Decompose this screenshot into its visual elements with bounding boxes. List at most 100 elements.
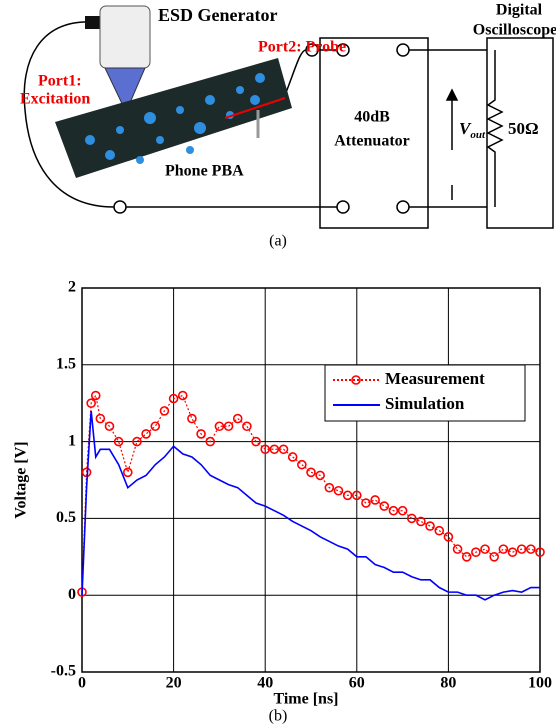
components <box>85 73 265 164</box>
port <box>336 43 350 57</box>
pba-board <box>55 58 292 178</box>
marker <box>214 421 225 432</box>
legend-label: Measurement <box>385 369 485 388</box>
marker <box>416 516 426 527</box>
y-tick-label: 1.5 <box>56 355 76 372</box>
marker <box>104 421 115 432</box>
label: ESD Generator <box>158 5 277 25</box>
label: Attenuator <box>334 133 410 150</box>
x-axis-title: Time [ns] <box>273 691 338 708</box>
marker <box>324 482 335 493</box>
label: Excitation <box>20 91 90 108</box>
marker <box>260 444 271 455</box>
port <box>396 200 410 214</box>
marker <box>95 413 106 424</box>
connector <box>85 16 100 29</box>
marker <box>434 525 445 536</box>
arrow-head <box>445 88 459 101</box>
x-tick-label: 100 <box>528 675 552 692</box>
marker <box>498 544 509 554</box>
x-tick-label: 60 <box>349 675 365 692</box>
marker <box>223 421 234 432</box>
x-tick-label: 20 <box>166 675 182 692</box>
marker <box>168 393 179 404</box>
x-tick-label: 40 <box>257 675 273 692</box>
legend-label: Simulation <box>385 394 465 413</box>
marker <box>452 544 463 554</box>
marker <box>342 490 353 501</box>
probe-line <box>224 97 286 119</box>
marker <box>251 436 261 447</box>
marker <box>287 452 298 462</box>
label: 50Ω <box>508 119 539 138</box>
caption: (a) <box>269 233 287 250</box>
port <box>305 43 319 57</box>
port <box>396 43 410 57</box>
probe-cable <box>284 49 307 96</box>
marker <box>471 547 481 557</box>
esd-tip <box>104 67 146 114</box>
marker <box>123 467 133 478</box>
caption: (b) <box>269 708 288 725</box>
legend-box <box>324 364 526 422</box>
label: Digital <box>496 2 543 19</box>
marker <box>141 429 151 439</box>
y-tick-label: 0.5 <box>56 509 76 526</box>
y-tick-label: -0.5 <box>51 663 76 680</box>
marker <box>489 551 500 562</box>
x-tick-label: 80 <box>440 675 456 692</box>
marker <box>196 429 206 439</box>
marker <box>443 532 454 542</box>
marker <box>187 413 197 424</box>
marker <box>205 436 216 447</box>
marker <box>507 547 518 557</box>
y-tick-label: 1 <box>68 432 76 449</box>
marker <box>242 421 252 432</box>
marker <box>232 413 243 424</box>
marker <box>269 444 280 455</box>
marker <box>379 501 390 511</box>
marker <box>361 498 371 508</box>
marker <box>306 467 316 478</box>
port <box>336 200 350 214</box>
marker <box>150 421 161 432</box>
marker <box>480 544 490 554</box>
marker <box>297 459 307 470</box>
marker <box>351 490 362 501</box>
marker <box>333 485 344 496</box>
marker <box>113 436 124 447</box>
marker <box>278 444 289 455</box>
y-tick-label: 2 <box>68 279 76 296</box>
label: Oscilloscope <box>473 22 556 39</box>
marker <box>397 505 408 516</box>
marker <box>526 544 536 554</box>
marker <box>315 470 325 481</box>
attenuator-box <box>319 37 429 229</box>
marker <box>535 547 545 557</box>
marker <box>388 505 399 516</box>
marker <box>425 521 435 531</box>
x-tick-label: 0 <box>78 675 86 692</box>
marker <box>86 398 96 409</box>
label: Phone PBA <box>165 163 244 180</box>
marker <box>159 406 170 416</box>
label: 40dB <box>354 109 390 126</box>
esd-gun <box>99 5 151 69</box>
series-line <box>81 410 540 601</box>
marker <box>370 495 380 505</box>
marker <box>406 513 417 524</box>
marker <box>461 551 472 562</box>
diagram <box>23 21 554 229</box>
legend-marker <box>351 375 361 385</box>
marker <box>177 390 188 401</box>
ground-cable <box>23 21 115 208</box>
port <box>113 200 127 214</box>
resistor <box>486 50 504 207</box>
y-axis-title: Voltage [V] <box>13 441 30 518</box>
plot-frame <box>81 287 541 673</box>
label: Vout <box>459 119 486 141</box>
label: Port1: <box>38 73 82 90</box>
y-tick-label: 0 <box>68 586 76 603</box>
marker <box>132 436 142 447</box>
